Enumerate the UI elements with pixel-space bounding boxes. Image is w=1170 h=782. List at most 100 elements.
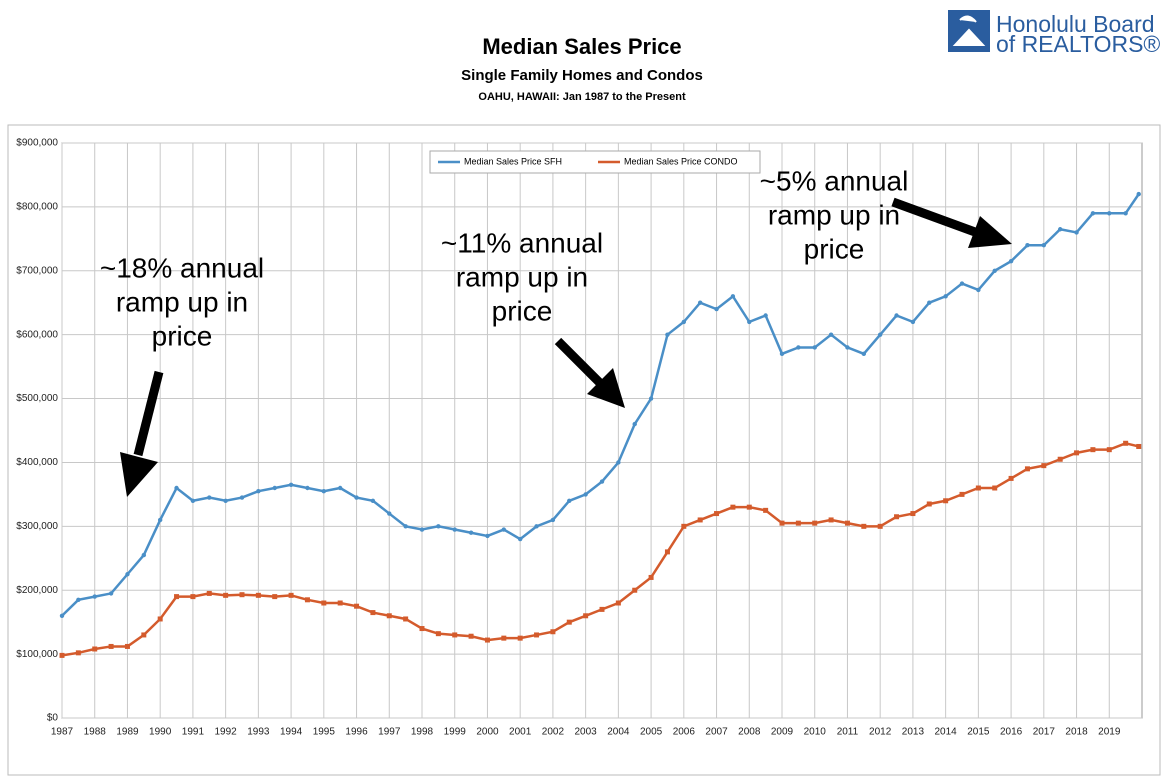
- x-tick-label: 2010: [804, 727, 827, 738]
- data-point: [354, 603, 360, 609]
- data-point: [763, 507, 769, 513]
- x-tick-label: 2008: [738, 727, 761, 738]
- data-point: [288, 482, 294, 488]
- data-point: [747, 319, 752, 325]
- y-tick-label: $200,000: [16, 585, 58, 596]
- data-point: [812, 345, 817, 350]
- data-point: [943, 498, 949, 504]
- data-point: [567, 498, 572, 503]
- data-point: [305, 485, 310, 491]
- data-point: [894, 313, 899, 318]
- data-point: [844, 520, 850, 526]
- data-point: [190, 594, 196, 600]
- data-point: [828, 332, 834, 337]
- data-point: [59, 652, 65, 658]
- data-point: [910, 319, 916, 325]
- y-tick-label: $600,000: [16, 329, 58, 340]
- x-tick-label: 1989: [116, 727, 139, 738]
- data-point: [468, 530, 474, 535]
- data-point: [730, 294, 736, 299]
- x-tick-label: 2011: [837, 727, 859, 738]
- logo-mark: [952, 15, 986, 46]
- data-point: [436, 524, 441, 529]
- y-tick-label: $500,000: [16, 393, 58, 404]
- data-point: [452, 632, 458, 638]
- data-point: [256, 488, 261, 494]
- data-point: [92, 594, 97, 599]
- data-point: [1136, 443, 1142, 449]
- data-point: [386, 613, 392, 619]
- data-point: [534, 524, 539, 529]
- x-tick-label: 1991: [182, 727, 205, 738]
- data-point: [1057, 227, 1063, 232]
- data-point: [288, 592, 294, 598]
- data-point: [272, 485, 277, 491]
- chart-caption: OAHU, HAWAII: Jan 1987 to the Present: [478, 91, 686, 103]
- data-point: [632, 421, 637, 427]
- y-tick-label: $900,000: [16, 138, 58, 149]
- data-point: [272, 594, 278, 600]
- annotation: ramp up in: [768, 199, 900, 230]
- x-tick-label: 2001: [509, 727, 532, 738]
- data-point: [157, 517, 163, 523]
- data-point: [599, 479, 605, 484]
- annotation: price: [492, 295, 553, 326]
- x-tick-label: 2013: [902, 727, 925, 738]
- data-point: [746, 504, 752, 510]
- data-point: [632, 587, 638, 593]
- data-point: [976, 287, 981, 293]
- x-tick-label: 1992: [215, 727, 238, 738]
- annotation: ~18% annual: [100, 252, 264, 283]
- data-point: [501, 527, 507, 532]
- data-point: [665, 332, 670, 337]
- data-point: [124, 643, 130, 649]
- data-point: [550, 517, 556, 523]
- x-tick-label: 2000: [476, 727, 499, 738]
- data-point: [239, 495, 245, 500]
- data-point: [452, 527, 457, 532]
- data-point: [926, 501, 932, 507]
- x-tick-label: 1987: [51, 727, 74, 738]
- x-tick-label: 1997: [378, 727, 401, 738]
- x-tick-label: 1988: [84, 727, 107, 738]
- x-tick-label: 2017: [1033, 727, 1056, 738]
- data-point: [795, 520, 801, 526]
- x-tick-label: 2012: [869, 727, 892, 738]
- x-tick-label: 1996: [345, 727, 368, 738]
- arrow: [133, 370, 164, 457]
- data-point: [435, 631, 441, 637]
- data-point: [419, 626, 425, 632]
- y-tick-label: $0: [47, 713, 59, 724]
- data-point: [337, 485, 343, 491]
- data-point: [845, 345, 850, 350]
- data-point: [1123, 440, 1129, 446]
- data-point: [1106, 447, 1112, 453]
- data-point: [812, 520, 818, 526]
- data-point: [714, 511, 720, 517]
- annotation: ~5% annual: [760, 165, 909, 196]
- data-point: [92, 646, 98, 652]
- data-point: [615, 600, 621, 606]
- data-point: [190, 498, 196, 503]
- data-point: [959, 491, 965, 497]
- arrows: [120, 197, 1012, 497]
- data-point: [681, 523, 687, 529]
- data-point: [877, 523, 883, 529]
- data-point: [517, 635, 523, 641]
- x-tick-label: 1999: [444, 727, 467, 738]
- data-point: [616, 460, 621, 465]
- x-tick-label: 1990: [149, 727, 172, 738]
- annotation: ramp up in: [116, 286, 248, 317]
- data-point: [1025, 243, 1030, 248]
- x-tick-label: 2016: [1000, 727, 1023, 738]
- data-point: [59, 613, 65, 618]
- data-point: [255, 592, 261, 598]
- data-point: [223, 498, 228, 503]
- arrow-head: [587, 368, 625, 408]
- data-point: [1090, 211, 1096, 216]
- data-point: [75, 650, 81, 656]
- x-tick-label: 2002: [542, 727, 565, 738]
- data-point: [779, 351, 785, 357]
- data-point: [354, 495, 359, 500]
- data-point: [975, 485, 981, 491]
